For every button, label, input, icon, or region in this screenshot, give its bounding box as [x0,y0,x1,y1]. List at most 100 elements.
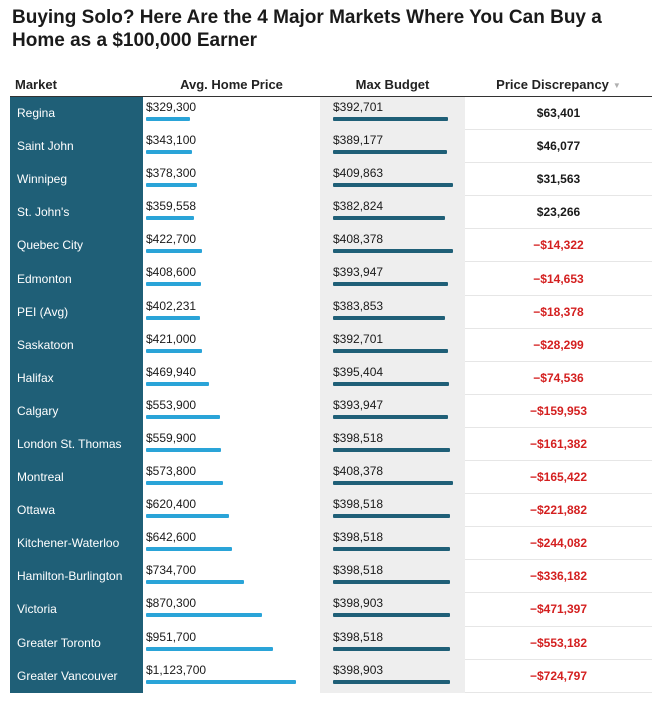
avg-price-value: $402,231 [146,298,197,313]
max-budget-bar [333,580,450,585]
price-discrepancy-value: $23,266 [465,195,652,230]
max-budget-cell: $398,518 [320,626,465,660]
max-budget-value: $398,518 [333,563,384,578]
max-budget-value: $408,378 [333,464,384,479]
max-budget-cell: $389,177 [320,129,465,164]
max-budget-value: $398,903 [333,662,384,677]
avg-price-value: $620,400 [146,497,197,512]
max-budget-value: $393,947 [333,397,384,412]
avg-price-value: $378,300 [146,166,197,181]
max-budget-cell: $398,518 [320,493,465,528]
max-budget-value: $383,853 [333,298,384,313]
max-budget-value: $393,947 [333,265,384,280]
table-row: Montreal $573,800 $408,378 −$165,422 [10,460,652,495]
price-discrepancy-value: −$159,953 [465,394,652,428]
table-row: Hamilton-Burlington $734,700 $398,518 −$336… [10,559,652,594]
price-discrepancy-value: $46,077 [465,129,652,164]
max-budget-cell: $409,863 [320,162,465,197]
avg-price-cell: $553,900 [143,394,320,428]
avg-price-bar [146,348,203,353]
market-name: Saint John [10,129,143,164]
avg-price-value: $359,558 [146,199,197,214]
avg-price-bar [146,117,190,121]
header-max-budget[interactable]: Max Budget [320,72,465,97]
max-budget-bar [333,183,453,188]
avg-price-bar [146,613,263,618]
market-name: PEI (Avg) [10,295,143,329]
avg-price-cell: $378,300 [143,162,320,197]
market-name: Victoria [10,592,143,627]
max-budget-cell: $393,947 [320,261,465,296]
avg-price-value: $1,123,700 [146,662,207,677]
header-avg-home-price[interactable]: Avg. Home Price [143,72,320,97]
max-budget-value: $398,518 [333,629,384,644]
avg-price-bar [146,381,209,386]
avg-price-bar [146,183,197,188]
table-row: Greater Vancouver $1,123,700 $398,903 −$724… [10,659,652,693]
max-budget-cell: $408,378 [320,228,465,263]
avg-price-cell: $408,600 [143,261,320,296]
max-budget-cell: $408,378 [320,460,465,495]
max-budget-value: $395,404 [333,364,384,379]
max-budget-bar [333,447,450,452]
market-name: Quebec City [10,228,143,263]
avg-price-value: $408,600 [146,265,197,280]
header-row: Market Avg. Home Price Max Budget Price … [10,72,652,97]
max-budget-cell: $398,518 [320,427,465,462]
avg-price-cell: $421,000 [143,328,320,362]
avg-price-cell: $573,800 [143,460,320,495]
max-budget-cell: $398,903 [320,659,465,693]
market-name: Greater Toronto [10,626,143,660]
header-price-discrepancy[interactable]: Price Discrepancy ▼ [465,72,652,97]
max-budget-cell: $383,853 [320,295,465,329]
avg-price-value: $951,700 [146,629,197,644]
table-row: Saskatoon $421,000 $392,701 −$28,299 [10,328,652,362]
max-budget-value: $382,824 [333,199,384,214]
max-budget-cell: $398,903 [320,592,465,627]
price-discrepancy-value: −$14,653 [465,261,652,296]
table-row: St. John's $359,558 $382,824 $23,266 [10,195,652,230]
avg-price-value: $559,900 [146,430,197,445]
price-discrepancy-value: −$18,378 [465,295,652,329]
avg-price-bar [146,315,200,320]
max-budget-bar [333,514,450,519]
max-budget-cell: $392,701 [320,96,465,131]
avg-price-bar [146,580,245,585]
avg-price-bar [146,216,194,221]
avg-price-value: $422,700 [146,232,197,247]
price-discrepancy-value: −$74,536 [465,361,652,395]
header-market[interactable]: Market [10,72,143,97]
max-budget-bar [333,414,449,419]
table-row: PEI (Avg) $402,231 $383,853 −$18,378 [10,295,652,329]
avg-price-cell: $359,558 [143,195,320,230]
avg-price-value: $421,000 [146,331,197,346]
market-name: Saskatoon [10,328,143,362]
max-budget-value: $392,701 [333,331,384,346]
market-table: Market Avg. Home Price Max Budget Price … [10,72,652,693]
price-discrepancy-value: −$244,082 [465,526,652,561]
sort-down-icon[interactable]: ▼ [612,80,621,90]
price-discrepancy-value: −$165,422 [465,460,652,495]
avg-price-value: $573,800 [146,464,197,479]
max-budget-bar [333,117,448,121]
avg-price-value: $469,940 [146,364,197,379]
market-name: Montreal [10,460,143,495]
avg-price-bar [146,282,201,287]
avg-price-cell: $469,940 [143,361,320,395]
max-budget-cell: $398,518 [320,526,465,561]
max-budget-bar [333,381,449,386]
market-name: Hamilton-Burlington [10,559,143,594]
market-name: Kitchener-Waterloo [10,526,143,561]
table-row: Greater Toronto $951,700 $398,518 −$553,182 [10,626,652,660]
avg-price-cell: $559,900 [143,427,320,462]
max-budget-cell: $392,701 [320,328,465,362]
avg-price-value: $553,900 [146,397,197,412]
price-discrepancy-value: −$553,182 [465,626,652,660]
max-budget-value: $408,378 [333,232,384,247]
max-budget-bar [333,547,450,552]
max-budget-value: $409,863 [333,166,384,181]
avg-price-cell: $642,600 [143,526,320,561]
avg-price-cell: $620,400 [143,493,320,528]
avg-price-cell: $343,100 [143,129,320,164]
market-name: Regina [10,96,143,131]
